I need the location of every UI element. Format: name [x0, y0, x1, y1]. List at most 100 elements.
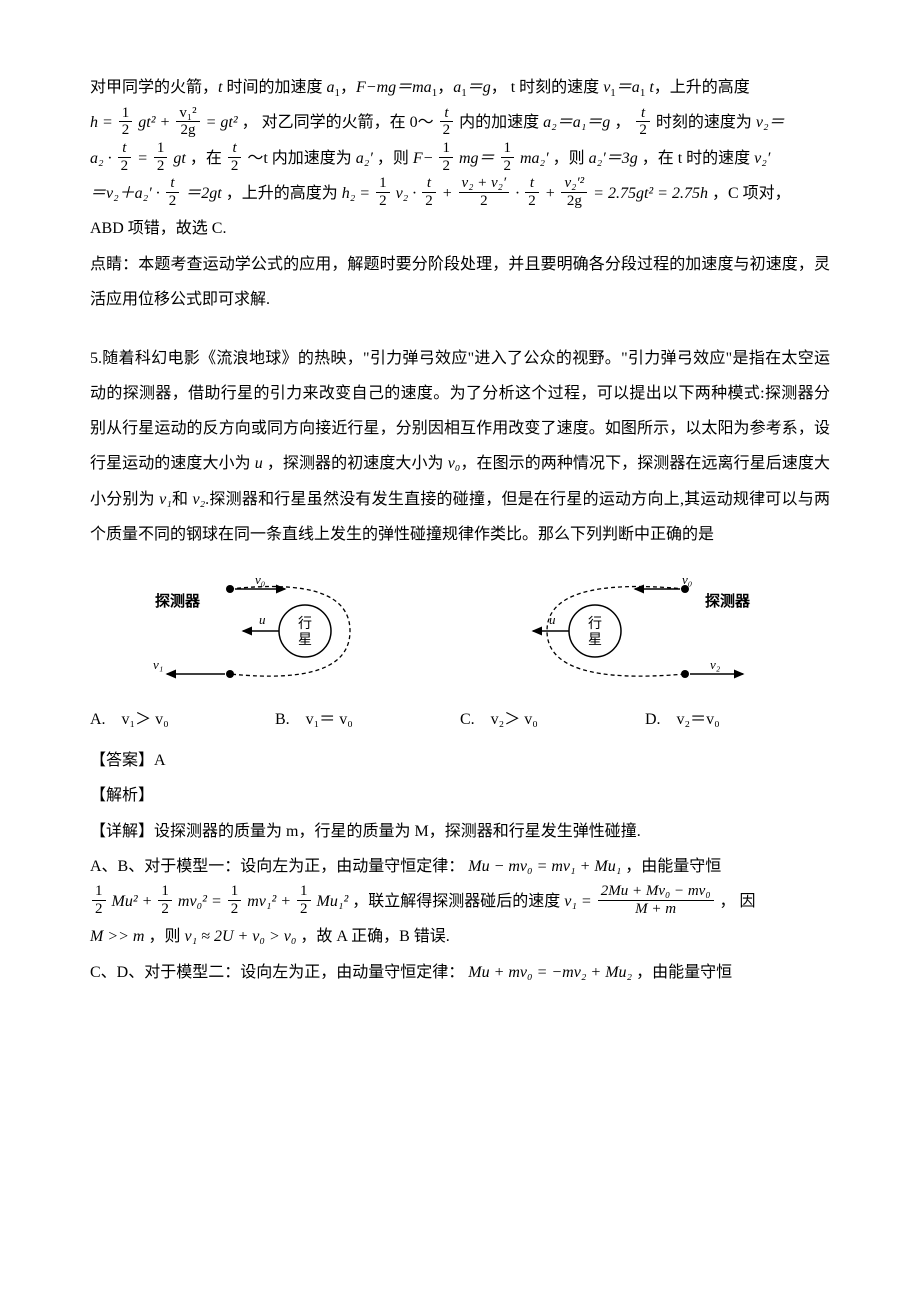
num: t	[228, 140, 242, 158]
frac-E4: 12	[297, 883, 311, 917]
den: 2	[154, 158, 168, 175]
frac-t2c: t2	[118, 140, 132, 174]
num: 1	[158, 883, 172, 901]
den: 2	[228, 158, 242, 175]
text: ， 因	[720, 893, 756, 910]
eq: =	[211, 893, 222, 910]
text: ～t 内加速度为	[247, 150, 355, 167]
analysis-label: 【解析】	[90, 787, 154, 804]
analysis-line: 【解析】	[90, 778, 830, 813]
answer-line: 【答案】A	[90, 743, 830, 778]
eq: ＝v₂＋a₂′ ·	[90, 185, 160, 202]
para-2: h = 12 gt² + v₁²2g = gt² ， 对乙同学的火箭，在 0～ …	[90, 105, 830, 140]
text: ，则	[148, 928, 184, 945]
planet-label-b2: 星	[588, 633, 602, 648]
frac-t2e: t2	[166, 175, 180, 209]
text: ，由能量守恒	[636, 964, 732, 981]
diagram-right: 行 星 u v₀ 探测器 v₂	[485, 566, 785, 696]
text: 时间的加速度	[222, 79, 326, 96]
answer-value: A	[154, 752, 166, 769]
para-5: ABD 项错，故选 C.	[90, 211, 830, 246]
frac-half-b: 12	[154, 140, 168, 174]
options-row: A. v₁＞ v₀ B. v₁＝ v₀ C. v₂＞ v₀ D. v₂＝v₀	[90, 702, 830, 737]
detail-label: 【详解】	[90, 823, 154, 840]
eq: mv₁²	[247, 893, 276, 910]
eq: mg＝	[459, 150, 495, 167]
detail-line: 【详解】设探测器的质量为 m，行星的质量为 M，探测器和行星发生弹性碰撞.	[90, 814, 830, 849]
text: 时刻的速度为	[656, 114, 756, 131]
eq: M >> m	[90, 928, 144, 945]
v1-label: v₁	[153, 657, 163, 672]
num: 1	[154, 140, 168, 158]
eq: Mu + mv₀ = −mv₂ + Mu₂	[468, 964, 632, 981]
num: t	[440, 105, 454, 123]
text: ，联立解得探测器碰后的速度	[352, 893, 564, 910]
frac-t2f: t2	[422, 175, 436, 209]
sol-c-line1: C、D、对于模型二：设向左为正，由动量守恒定律： Mu + mv₀ = −mv₂…	[90, 955, 830, 990]
den: 2	[158, 901, 172, 918]
den: M + m	[598, 901, 714, 918]
eq: gt	[173, 150, 185, 167]
text: ，	[614, 114, 630, 131]
v0-label-2: v₀	[682, 572, 692, 587]
probe-label-right: 探测器	[705, 592, 751, 610]
eq: v₂′	[754, 150, 770, 167]
text: ，由能量守恒	[625, 858, 721, 875]
frac-t2b: t2	[636, 105, 650, 139]
num: v₂ + v₂′	[459, 175, 510, 193]
var-u: u	[255, 455, 263, 472]
sol-a-line2: 12 Mu² + 12 mv₀² = 12 mv₁² + 12 Mu₁² ，联立…	[90, 884, 830, 919]
text: ，	[340, 79, 356, 96]
eq: +	[545, 185, 556, 202]
eq: F−mg＝ma	[356, 79, 432, 96]
u-label-2: u	[549, 612, 556, 627]
den: 2	[501, 158, 515, 175]
num: 1	[439, 140, 453, 158]
text: 对甲同学的火箭，	[90, 79, 218, 96]
eq: = 2.75gt² = 2.75h	[593, 185, 708, 202]
frac-half-e: 12	[376, 175, 390, 209]
eq: a₂ ·	[90, 150, 112, 167]
eq-h-lhs: h =	[90, 114, 113, 131]
eq: ma₂′	[520, 150, 549, 167]
den: 2g	[561, 193, 587, 210]
eq: gt² +	[138, 114, 170, 131]
eq: +	[142, 893, 153, 910]
den: 2	[118, 158, 132, 175]
option-c: C. v₂＞ v₀	[460, 702, 645, 737]
para-6: 点睛：本题考查运动学公式的应用，解题时要分阶段处理，并且要明确各分段过程的加速度…	[90, 247, 830, 317]
text: 对乙同学的火箭，在 0～	[262, 114, 434, 131]
text: ，	[242, 114, 258, 131]
var-v2: v₂	[193, 491, 206, 508]
var-v0: v₀	[448, 455, 461, 472]
num: 1	[119, 105, 133, 123]
eq: a₂′＝3g	[589, 150, 638, 167]
den: 2	[422, 193, 436, 210]
eq: t	[645, 79, 653, 96]
text: A、B、对于模型一：设向左为正，由动量守恒定律：	[90, 858, 464, 875]
planet-label-a2: 行	[588, 616, 602, 632]
den: 2	[439, 158, 453, 175]
eq: v₁ ≈ 2U + v₀ > v₀	[185, 928, 297, 945]
text: 和	[172, 491, 193, 508]
frac-half: 12	[119, 105, 133, 139]
planet-label-b: 星	[298, 633, 312, 648]
den: 2	[119, 122, 133, 139]
frac-v1sq: v₁²2g	[176, 105, 199, 139]
num: t	[166, 175, 180, 193]
para-1: 对甲同学的火箭，t 时间的加速度 a1，F−mg＝ma1，a1＝g， t 时刻的…	[90, 70, 830, 105]
den: 2	[92, 901, 106, 918]
den: 2	[525, 193, 539, 210]
text: C、D、对于模型二：设向左为正，由动量守恒定律：	[90, 964, 464, 981]
eq: a₂＝a₁＝g	[543, 114, 610, 131]
num: t	[118, 140, 132, 158]
den: 2	[440, 122, 454, 139]
eq: a₂′	[356, 150, 373, 167]
text: ，则	[553, 150, 589, 167]
eq: a	[453, 79, 461, 96]
den: 2	[636, 122, 650, 139]
frac-t2d: t2	[228, 140, 242, 174]
eq: =	[137, 150, 152, 167]
diagram-left: 行 星 u v₀ 探测器 v₁	[135, 566, 395, 696]
eq: ＝2gt	[185, 185, 221, 202]
